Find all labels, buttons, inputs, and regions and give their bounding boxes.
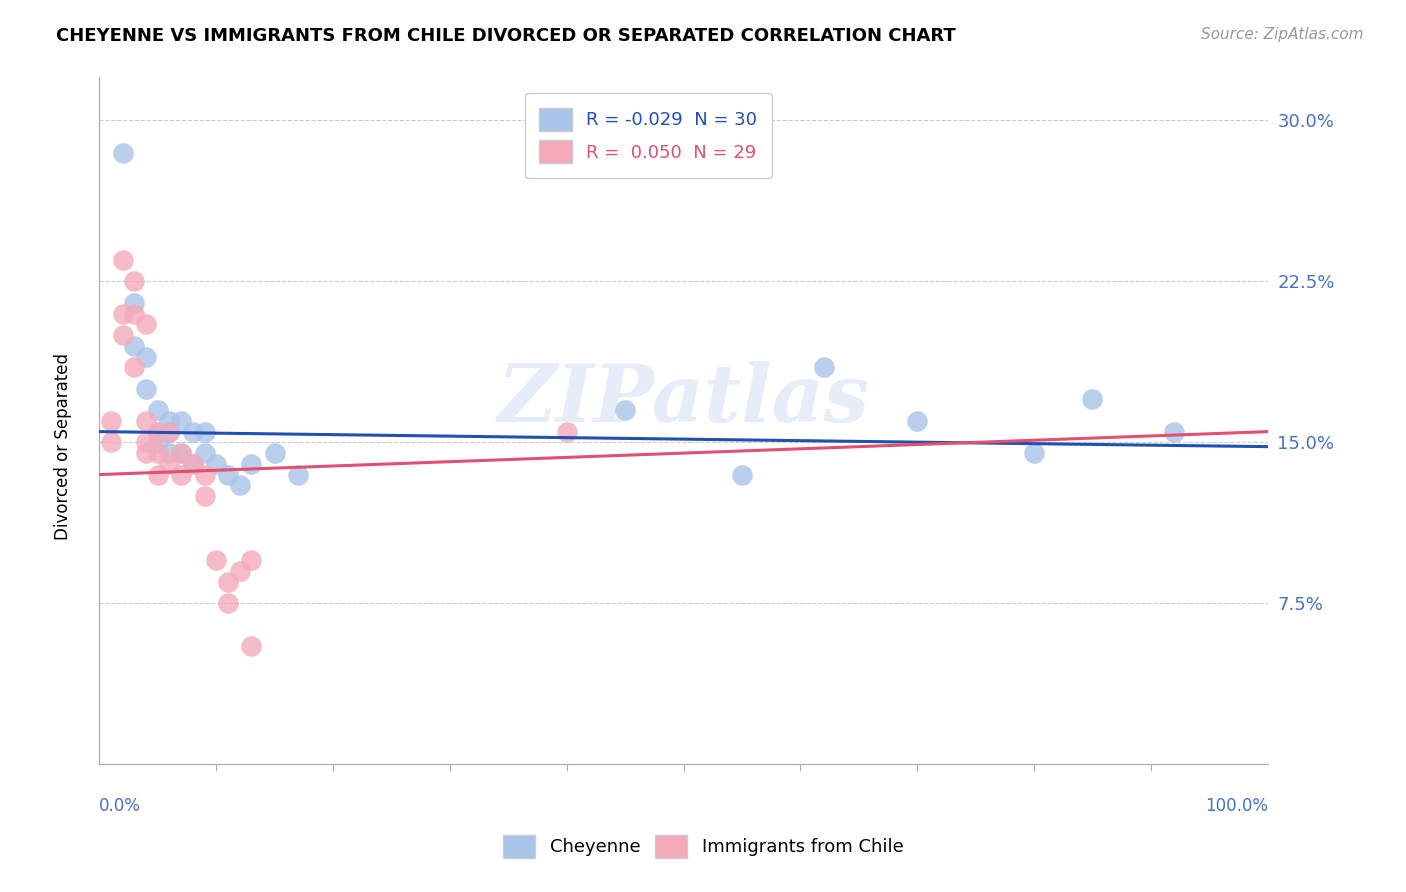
Point — [905, 414, 928, 428]
Point — [111, 252, 134, 267]
Text: 0.0%: 0.0% — [100, 797, 141, 814]
Point — [205, 553, 228, 567]
Point — [135, 435, 157, 450]
Point — [181, 457, 204, 471]
Point — [159, 457, 181, 471]
Point — [124, 296, 146, 310]
Point — [159, 446, 181, 460]
Point — [135, 414, 157, 428]
Point — [111, 328, 134, 343]
Point — [205, 457, 228, 471]
Point — [159, 425, 181, 439]
Point — [146, 435, 169, 450]
Point — [813, 360, 835, 375]
Point — [135, 446, 157, 460]
Text: ZIPatlas: ZIPatlas — [498, 360, 869, 438]
Point — [1022, 446, 1045, 460]
Point — [240, 553, 263, 567]
Point — [111, 307, 134, 321]
Point — [146, 446, 169, 460]
Point — [170, 446, 193, 460]
Point — [181, 425, 204, 439]
Point — [240, 640, 263, 654]
Text: Source: ZipAtlas.com: Source: ZipAtlas.com — [1201, 27, 1364, 42]
Point — [1081, 392, 1104, 407]
Point — [111, 145, 134, 160]
Point — [614, 403, 637, 417]
Point — [181, 457, 204, 471]
Point — [193, 446, 215, 460]
Point — [135, 382, 157, 396]
Point — [170, 414, 193, 428]
Point — [159, 425, 181, 439]
Point — [217, 467, 239, 482]
Point — [159, 414, 181, 428]
Point — [731, 467, 754, 482]
Point — [124, 360, 146, 375]
Point — [170, 446, 193, 460]
Point — [124, 307, 146, 321]
Point — [146, 425, 169, 439]
Point — [263, 446, 285, 460]
Text: Divorced or Separated: Divorced or Separated — [55, 352, 72, 540]
Point — [287, 467, 309, 482]
Point — [193, 489, 215, 503]
Point — [135, 350, 157, 364]
Point — [228, 478, 250, 492]
Point — [555, 425, 578, 439]
Point — [146, 425, 169, 439]
Point — [146, 403, 169, 417]
Point — [170, 467, 193, 482]
Text: 100.0%: 100.0% — [1205, 797, 1268, 814]
Point — [240, 457, 263, 471]
Point — [124, 339, 146, 353]
Point — [217, 574, 239, 589]
Point — [1163, 425, 1185, 439]
Legend: R = -0.029  N = 30, R =  0.050  N = 29: R = -0.029 N = 30, R = 0.050 N = 29 — [524, 94, 772, 178]
Point — [135, 318, 157, 332]
Point — [193, 425, 215, 439]
Point — [217, 596, 239, 610]
Text: CHEYENNE VS IMMIGRANTS FROM CHILE DIVORCED OR SEPARATED CORRELATION CHART: CHEYENNE VS IMMIGRANTS FROM CHILE DIVORC… — [56, 27, 956, 45]
Point — [146, 467, 169, 482]
Point — [228, 564, 250, 578]
Point — [124, 274, 146, 288]
Point — [193, 467, 215, 482]
Point — [100, 414, 122, 428]
Point — [100, 435, 122, 450]
Legend: Cheyenne, Immigrants from Chile: Cheyenne, Immigrants from Chile — [495, 828, 911, 865]
